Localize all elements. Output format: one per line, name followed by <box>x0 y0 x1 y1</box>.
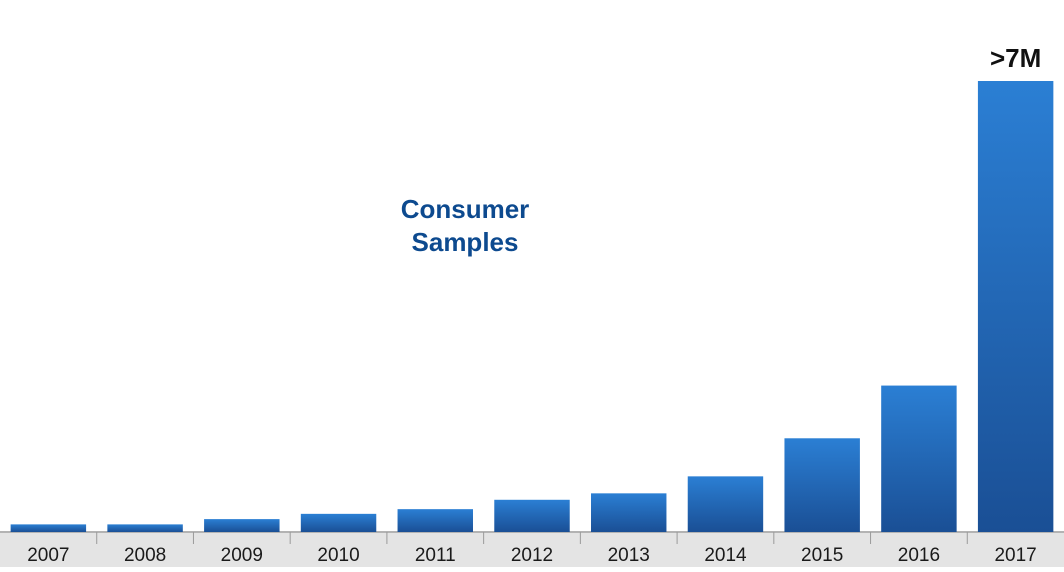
x-tick-label-2012: 2012 <box>511 545 553 566</box>
x-tick-label-2015: 2015 <box>801 545 843 566</box>
x-tick-label-2007: 2007 <box>27 545 69 566</box>
x-tick-label-2013: 2013 <box>608 545 650 566</box>
bar-2012 <box>494 499 570 532</box>
x-tick-label-2010: 2010 <box>317 545 359 566</box>
x-tick-label-2009: 2009 <box>221 545 263 566</box>
x-tick-label-2008: 2008 <box>124 545 166 566</box>
bar-2010 <box>300 513 377 532</box>
annotation-line-2: Samples <box>411 227 519 257</box>
bar-2017 <box>977 81 1054 532</box>
x-tick-label-2011: 2011 <box>415 545 456 566</box>
x-tick-label-2016: 2016 <box>898 545 940 566</box>
x-axis-ticks <box>96 532 968 544</box>
bar-2009 <box>204 519 280 532</box>
bar-2014 <box>687 476 764 532</box>
bar-2008 <box>107 524 183 532</box>
bar-2015 <box>784 438 860 532</box>
bar-2013 <box>591 493 667 532</box>
bar-2011 <box>397 509 473 532</box>
x-tick-labels: 2007 2008 2009 2010 2011 2012 2013 2014 2015 2016… <box>27 545 1037 566</box>
x-tick-label-2017: 2017 <box>994 545 1036 566</box>
bar-2007 <box>10 524 87 532</box>
data-label-2017: >7M <box>990 43 1041 73</box>
x-tick-label-2014: 2014 <box>704 545 747 566</box>
bars <box>10 81 1054 532</box>
annotation-line-1: Consumer <box>400 194 530 224</box>
chart-annotation: Consumer Samples <box>290 193 640 259</box>
data-labels: >7M <box>990 43 1041 73</box>
x-axis-band <box>0 533 1064 567</box>
bar-2016 <box>881 385 957 532</box>
